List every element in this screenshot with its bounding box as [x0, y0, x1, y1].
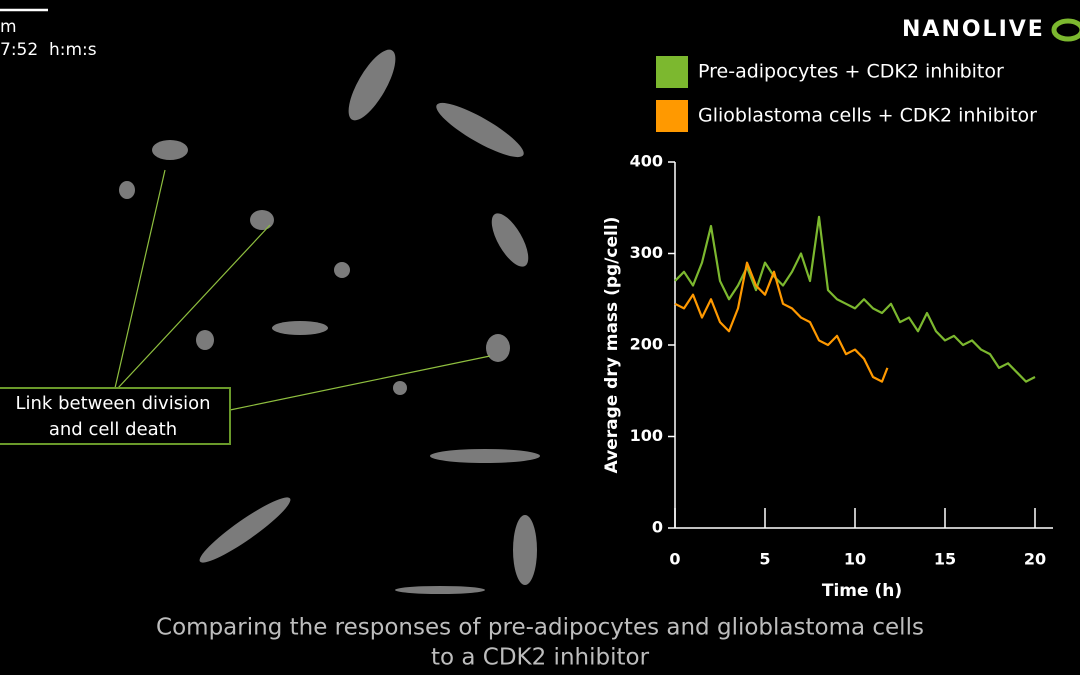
leader-line — [229, 355, 491, 411]
annotation: and cell death — [49, 419, 177, 440]
cell — [334, 262, 350, 278]
cell — [348, 49, 396, 121]
legend-swatch — [656, 56, 688, 88]
legend-label: Pre-adipocytes + CDK2 inhibitor — [698, 61, 1004, 83]
cell — [436, 102, 524, 158]
y-tick-label: 200 — [630, 335, 663, 354]
timestamp: 7:52 h:m:s — [0, 40, 97, 60]
legend-swatch — [656, 100, 688, 132]
cell — [486, 334, 510, 362]
cell — [513, 515, 537, 585]
microscopy-image — [119, 49, 540, 594]
cell — [272, 321, 328, 335]
legend-label: Glioblastoma cells + CDK2 inhibitor — [698, 105, 1037, 127]
x-axis-label: Time (h) — [822, 581, 902, 601]
cell — [430, 449, 540, 463]
scale-label: m — [0, 17, 17, 37]
data-line — [674, 261, 889, 383]
cell — [395, 586, 485, 594]
annotation: Link between division — [15, 393, 210, 414]
y-tick-label: 400 — [630, 152, 663, 171]
y-tick-label: 300 — [630, 243, 663, 262]
annotation-box — [0, 387, 231, 445]
x-tick-label: 5 — [759, 550, 770, 569]
cell — [250, 210, 274, 230]
cell — [491, 213, 529, 267]
x-tick-label: 15 — [934, 550, 956, 569]
caption: to a CDK2 inhibitor — [431, 645, 650, 671]
y-tick-label: 100 — [630, 426, 663, 445]
caption: Comparing the responses of pre-adipocyte… — [156, 615, 924, 641]
x-tick-label: 20 — [1024, 550, 1046, 569]
logo-mark — [1051, 18, 1080, 42]
cell — [199, 497, 291, 563]
data-line — [674, 215, 1036, 383]
leader-lines — [114, 169, 491, 411]
y-axis-label: Average dry mass (pg/cell) — [602, 217, 622, 474]
logo: NANOLIVE — [902, 17, 1045, 42]
x-tick-label: 10 — [844, 550, 866, 569]
x-tick-label: 0 — [669, 550, 680, 569]
cell — [152, 140, 188, 160]
cell — [119, 181, 135, 199]
leader-line — [114, 169, 166, 389]
leader-line — [117, 224, 271, 389]
y-tick-label: 0 — [652, 518, 663, 537]
cell — [393, 381, 407, 395]
cell — [196, 330, 214, 350]
